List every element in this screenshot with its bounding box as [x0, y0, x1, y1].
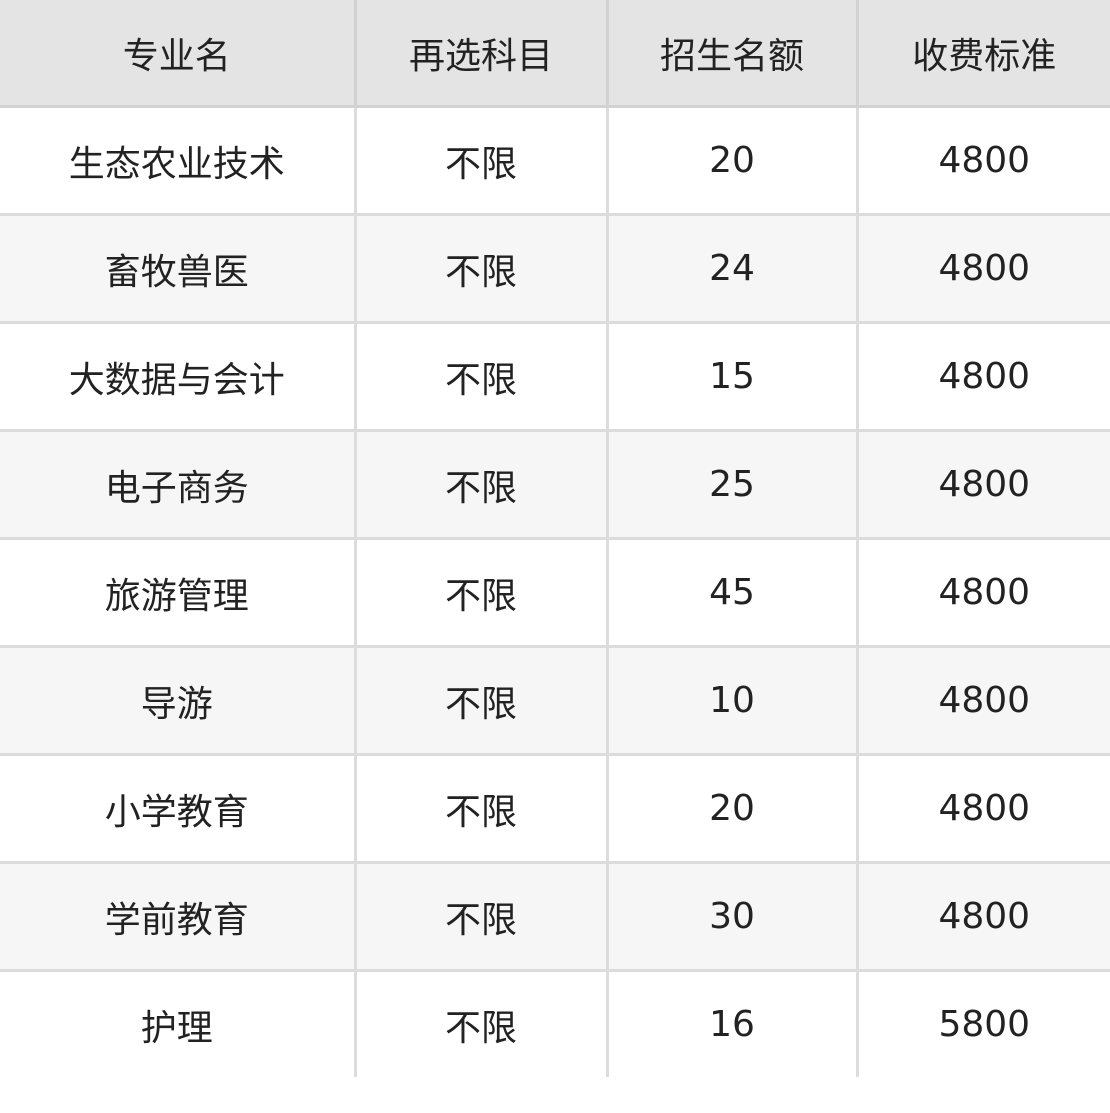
cell-subjects: 不限 — [353, 645, 609, 756]
cell-fee: 4800 — [855, 321, 1110, 432]
cell-quota: 24 — [605, 213, 859, 324]
cell-major: 导游 — [0, 645, 357, 756]
header-quota: 招生名额 — [605, 0, 859, 108]
table-row: 护理 不限 16 5800 — [0, 969, 1110, 1079]
cell-quota: 45 — [605, 537, 859, 648]
cell-major: 小学教育 — [0, 753, 357, 864]
enrollment-table: 专业名 再选科目 招生名额 收费标准 生态农业技术 不限 20 4800 畜牧兽医 不限 2… — [0, 0, 1110, 1079]
table-row: 学前教育 不限 30 4800 — [0, 861, 1110, 972]
cell-major: 电子商务 — [0, 429, 357, 540]
table-row: 电子商务 不限 25 4800 — [0, 429, 1110, 540]
cell-subjects: 不限 — [353, 321, 609, 432]
table-row: 小学教育 不限 20 4800 — [0, 753, 1110, 864]
table-row: 大数据与会计 不限 15 4800 — [0, 321, 1110, 432]
cell-major: 旅游管理 — [0, 537, 357, 648]
cell-major: 大数据与会计 — [0, 321, 357, 432]
cell-subjects: 不限 — [353, 105, 609, 216]
cell-major: 护理 — [0, 969, 357, 1079]
table-row: 导游 不限 10 4800 — [0, 645, 1110, 756]
cell-quota: 30 — [605, 861, 859, 972]
cell-fee: 4800 — [855, 645, 1110, 756]
cell-quota: 20 — [605, 105, 859, 216]
cell-fee: 5800 — [855, 969, 1110, 1079]
cell-subjects: 不限 — [353, 753, 609, 864]
cell-subjects: 不限 — [353, 429, 609, 540]
cell-fee: 4800 — [855, 105, 1110, 216]
header-fee: 收费标准 — [855, 0, 1110, 108]
cell-fee: 4800 — [855, 213, 1110, 324]
cell-fee: 4800 — [855, 537, 1110, 648]
cell-major: 畜牧兽医 — [0, 213, 357, 324]
cell-quota: 25 — [605, 429, 859, 540]
cell-subjects: 不限 — [353, 537, 609, 648]
cell-subjects: 不限 — [353, 861, 609, 972]
cell-quota: 16 — [605, 969, 859, 1079]
header-subjects: 再选科目 — [353, 0, 609, 108]
cell-subjects: 不限 — [353, 969, 609, 1079]
table-row: 生态农业技术 不限 20 4800 — [0, 105, 1110, 216]
cell-quota: 15 — [605, 321, 859, 432]
header-row: 专业名 再选科目 招生名额 收费标准 — [0, 0, 1110, 108]
cell-major: 生态农业技术 — [0, 105, 357, 216]
cell-quota: 20 — [605, 753, 859, 864]
table-row: 畜牧兽医 不限 24 4800 — [0, 213, 1110, 324]
cell-fee: 4800 — [855, 429, 1110, 540]
cell-fee: 4800 — [855, 753, 1110, 864]
cell-major: 学前教育 — [0, 861, 357, 972]
cell-subjects: 不限 — [353, 213, 609, 324]
cell-quota: 10 — [605, 645, 859, 756]
cell-fee: 4800 — [855, 861, 1110, 972]
header-major: 专业名 — [0, 0, 357, 108]
table-row: 旅游管理 不限 45 4800 — [0, 537, 1110, 648]
